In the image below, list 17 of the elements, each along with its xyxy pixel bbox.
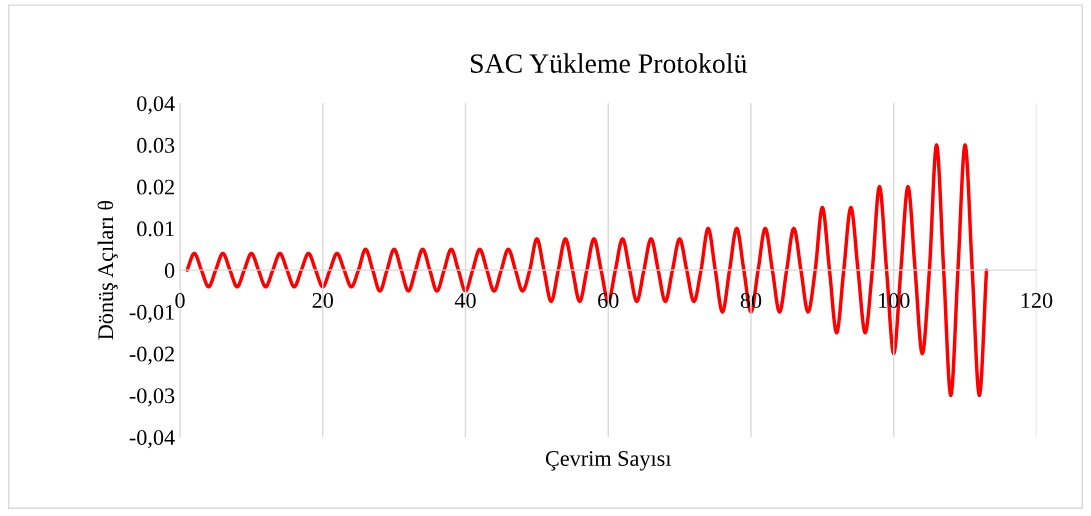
y-tick-label: 0.03 [137,137,175,153]
y-tick-label: -0,02 [129,346,174,365]
x-tick-label: 60 [598,292,619,308]
x-axis-title: Çevrim Sayısı [545,451,672,471]
y-tick-label: -0,03 [129,388,175,407]
x-tick-label: 20 [312,292,334,308]
x-tick-label: 0 [175,292,185,308]
x-tick-label: 120 [1021,292,1053,308]
y-tick-label: 0 [164,263,175,279]
y-tick-label: 0,04 [137,96,175,115]
y-tick-label: -0,04 [129,429,175,449]
y-tick-label: 0.01 [137,221,174,237]
y-tick-label: -0,01 [129,304,174,323]
x-tick-label: 40 [454,292,476,308]
y-tick-label: 0.02 [137,179,174,195]
y-axis-title: Dönüş Açıları θ [97,200,118,340]
chart-title: SAC Yükleme Protokolü [470,53,747,73]
